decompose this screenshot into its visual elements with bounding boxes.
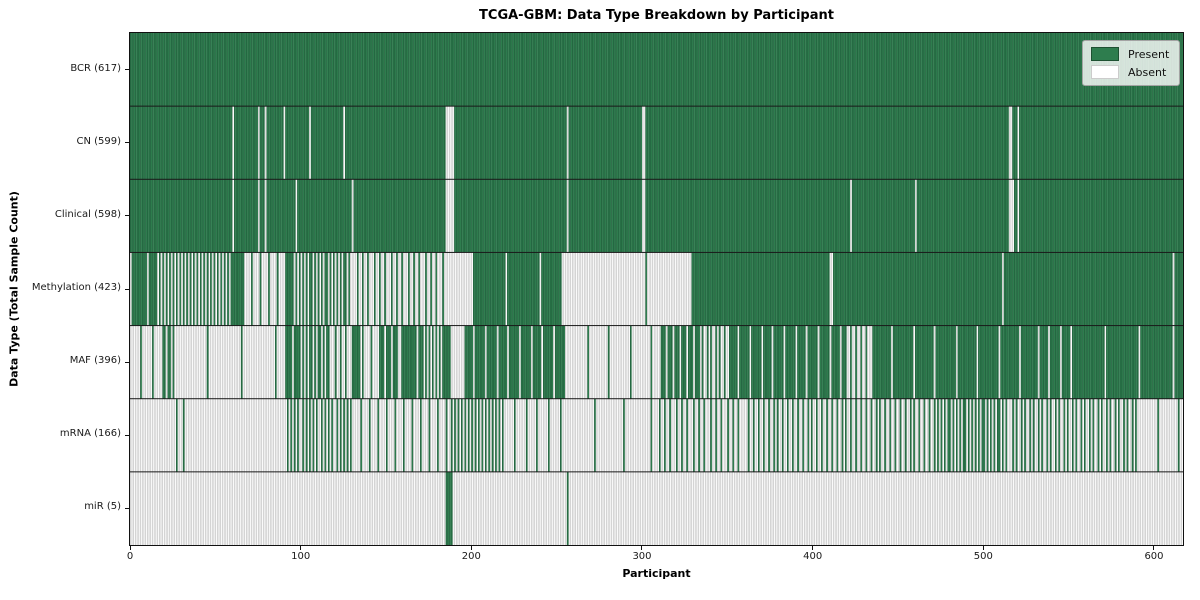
x-tick-mark (470, 546, 472, 550)
chart-title: TCGA-GBM: Data Type Breakdown by Partici… (479, 8, 834, 23)
x-tick-label: 500 (973, 551, 993, 562)
x-tick-mark (641, 546, 643, 550)
x-tick-mark (982, 546, 984, 550)
y-tick-mark (125, 288, 129, 290)
x-tick-mark (1153, 546, 1155, 550)
x-tick-label: 400 (803, 551, 823, 562)
x-tick-mark (812, 546, 814, 550)
y-tick-label-clinical: Clinical (598) (54, 208, 121, 220)
x-tick-label: 600 (1144, 551, 1164, 562)
y-axis-label: Data Type (Total Sample Count) (7, 191, 21, 387)
y-tick-label-mrna: mRNA (166) (59, 428, 121, 440)
legend-item-absent: Absent (1091, 65, 1169, 79)
absent-swatch-icon (1091, 65, 1119, 79)
x-tick-label: 200 (461, 551, 481, 562)
legend-item-present: Present (1091, 47, 1169, 61)
x-tick-label: 100 (291, 551, 311, 562)
y-tick-mark (125, 215, 129, 217)
x-tick-label: 300 (632, 551, 652, 562)
present-swatch-icon (1091, 47, 1119, 61)
plot-area (129, 32, 1184, 546)
y-tick-mark (125, 361, 129, 363)
y-tick-label-bcr: BCR (617) (70, 62, 121, 74)
y-tick-label-cn: CN (599) (76, 135, 121, 147)
legend-label-present: Present (1128, 47, 1170, 61)
x-tick-mark (129, 546, 131, 550)
y-tick-label-methylation: Methylation (423) (31, 282, 121, 293)
legend-label-absent: Absent (1128, 65, 1167, 79)
y-tick-mark (125, 69, 129, 71)
x-axis-label: Participant (622, 567, 691, 580)
legend: Present Absent (1082, 40, 1181, 86)
x-tick-label: 0 (126, 551, 134, 562)
y-tick-mark (125, 142, 129, 144)
x-tick-mark (300, 546, 302, 550)
y-tick-label-mir: miR (5) (84, 501, 121, 513)
y-tick-mark (125, 507, 129, 509)
y-tick-label-maf: MAF (396) (69, 355, 121, 367)
y-tick-mark (125, 434, 129, 436)
presence-matrix-canvas (130, 33, 1183, 545)
